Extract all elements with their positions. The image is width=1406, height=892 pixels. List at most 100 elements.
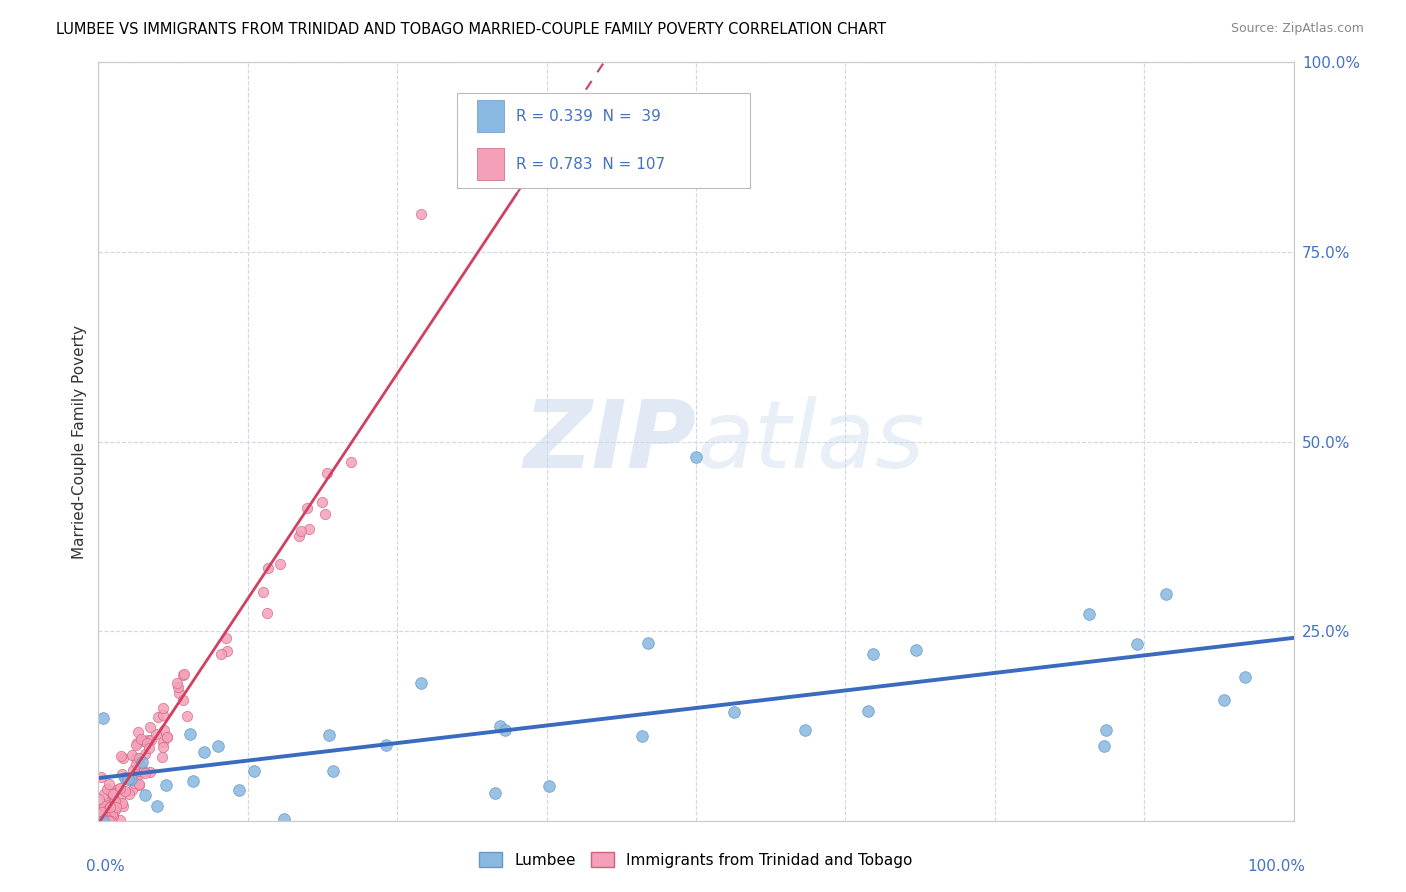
Text: LUMBEE VS IMMIGRANTS FROM TRINIDAD AND TOBAGO MARRIED-COUPLE FAMILY POVERTY CORR: LUMBEE VS IMMIGRANTS FROM TRINIDAD AND T… bbox=[56, 22, 886, 37]
FancyBboxPatch shape bbox=[457, 93, 749, 187]
Point bbox=[156, 730, 179, 744]
Point bbox=[134, 788, 156, 802]
Point bbox=[97, 801, 120, 815]
Point bbox=[104, 803, 127, 817]
Point bbox=[125, 756, 148, 771]
Point bbox=[128, 764, 150, 778]
Point bbox=[1126, 637, 1149, 651]
Point bbox=[112, 751, 135, 765]
Point bbox=[89, 814, 111, 828]
Point bbox=[127, 768, 149, 782]
Point bbox=[181, 774, 204, 789]
Point bbox=[150, 750, 173, 764]
Point bbox=[630, 729, 652, 743]
Point bbox=[862, 647, 884, 661]
Text: 0.0%: 0.0% bbox=[87, 858, 125, 873]
Point bbox=[93, 787, 115, 801]
Point bbox=[98, 777, 121, 791]
Point bbox=[172, 668, 194, 682]
Point bbox=[98, 814, 121, 828]
Point bbox=[101, 807, 124, 822]
Point bbox=[179, 726, 201, 740]
Point bbox=[125, 767, 148, 781]
Point bbox=[172, 693, 194, 707]
Point bbox=[129, 758, 152, 772]
Point bbox=[215, 644, 238, 658]
Point bbox=[97, 813, 120, 827]
Point bbox=[145, 727, 167, 741]
Point bbox=[152, 735, 174, 749]
Point bbox=[411, 676, 433, 690]
Point bbox=[167, 686, 190, 700]
Text: atlas: atlas bbox=[696, 396, 924, 487]
Point bbox=[105, 799, 128, 814]
Point bbox=[215, 631, 238, 645]
Point bbox=[146, 799, 169, 814]
Point bbox=[117, 772, 139, 787]
Point bbox=[96, 781, 118, 796]
Point bbox=[91, 805, 114, 820]
Point bbox=[125, 750, 148, 764]
Point bbox=[122, 776, 145, 790]
Point bbox=[89, 814, 111, 828]
Point bbox=[91, 814, 114, 828]
Point bbox=[111, 796, 134, 810]
Point bbox=[118, 772, 141, 786]
Point bbox=[89, 791, 111, 805]
Point bbox=[793, 723, 815, 738]
Point bbox=[489, 719, 512, 733]
Point bbox=[152, 739, 174, 754]
Point bbox=[273, 813, 295, 827]
Point bbox=[155, 778, 177, 792]
Point bbox=[139, 733, 162, 747]
Point bbox=[315, 467, 337, 481]
Point bbox=[128, 777, 150, 791]
Point bbox=[146, 710, 169, 724]
Point bbox=[193, 745, 215, 759]
Point bbox=[176, 708, 198, 723]
Point bbox=[132, 764, 155, 779]
Point bbox=[166, 680, 188, 694]
Point bbox=[1213, 693, 1236, 707]
Point bbox=[125, 736, 148, 750]
Point bbox=[136, 732, 159, 747]
Point bbox=[87, 814, 110, 828]
Point bbox=[111, 799, 134, 814]
Point bbox=[103, 794, 125, 808]
Point bbox=[314, 507, 336, 521]
Point bbox=[110, 749, 132, 764]
Point bbox=[122, 763, 145, 777]
Point bbox=[537, 780, 560, 794]
Point bbox=[110, 767, 132, 781]
Point bbox=[856, 704, 879, 718]
Point bbox=[94, 797, 117, 812]
Point bbox=[135, 736, 157, 750]
Point bbox=[339, 455, 361, 469]
Point bbox=[374, 738, 396, 752]
Point bbox=[211, 647, 233, 661]
Point bbox=[322, 764, 344, 778]
Point bbox=[166, 676, 188, 690]
Point bbox=[290, 524, 312, 538]
Point bbox=[118, 787, 141, 801]
Point bbox=[120, 772, 142, 786]
Point bbox=[243, 764, 266, 779]
Point bbox=[91, 711, 114, 725]
Point bbox=[1077, 607, 1099, 622]
Point bbox=[96, 802, 118, 816]
Point bbox=[90, 802, 112, 816]
Point bbox=[98, 800, 121, 814]
Point bbox=[100, 784, 122, 798]
Text: 100.0%: 100.0% bbox=[1247, 858, 1306, 873]
Point bbox=[125, 739, 148, 753]
Point bbox=[114, 772, 136, 786]
Point bbox=[93, 814, 115, 828]
Point bbox=[228, 783, 250, 797]
Point bbox=[101, 787, 124, 801]
FancyBboxPatch shape bbox=[477, 148, 503, 180]
Legend: Lumbee, Immigrants from Trinidad and Tobago: Lumbee, Immigrants from Trinidad and Tob… bbox=[474, 846, 918, 873]
Point bbox=[128, 750, 150, 764]
Point bbox=[93, 799, 115, 814]
Point bbox=[637, 636, 659, 650]
Point bbox=[904, 642, 927, 657]
